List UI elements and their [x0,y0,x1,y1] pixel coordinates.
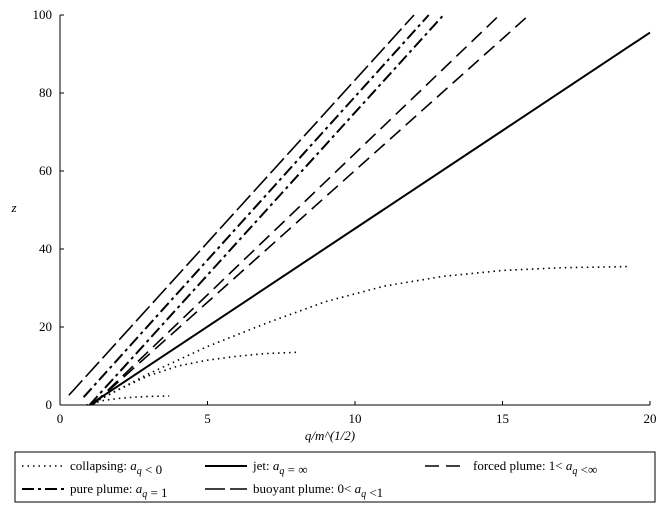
y-tick-label: 80 [39,85,52,100]
x-axis-label: q/m^(1/2) [305,428,355,443]
curve [89,351,297,406]
legend-label: forced plume: 1< aq <∞ [473,458,597,477]
x-tick-label: 5 [204,411,211,426]
y-tick-label: 0 [46,397,53,412]
curve [86,395,170,406]
legend-label: collapsing: aq < 0 [70,458,162,477]
curve [89,265,630,406]
legend-label: jet: aq = ∞ [252,458,307,477]
curve [68,14,415,396]
curve [91,14,501,406]
y-tick-label: 40 [39,241,52,256]
curve [88,31,651,406]
x-tick-label: 15 [496,411,509,426]
y-tick-label: 100 [33,7,53,22]
legend-box [14,451,656,503]
legend-label: pure plume: aq = 1 [70,481,168,500]
curve [91,14,530,406]
curve [82,14,430,398]
curve [88,14,445,406]
x-tick-label: 0 [57,411,64,426]
y-tick-label: 20 [39,319,52,334]
y-axis-label: z [10,200,16,215]
legend-label: buoyant plume: 0< aq <1 [253,481,383,500]
y-tick-label: 60 [39,163,52,178]
x-tick-label: 10 [349,411,362,426]
x-tick-label: 20 [644,411,657,426]
